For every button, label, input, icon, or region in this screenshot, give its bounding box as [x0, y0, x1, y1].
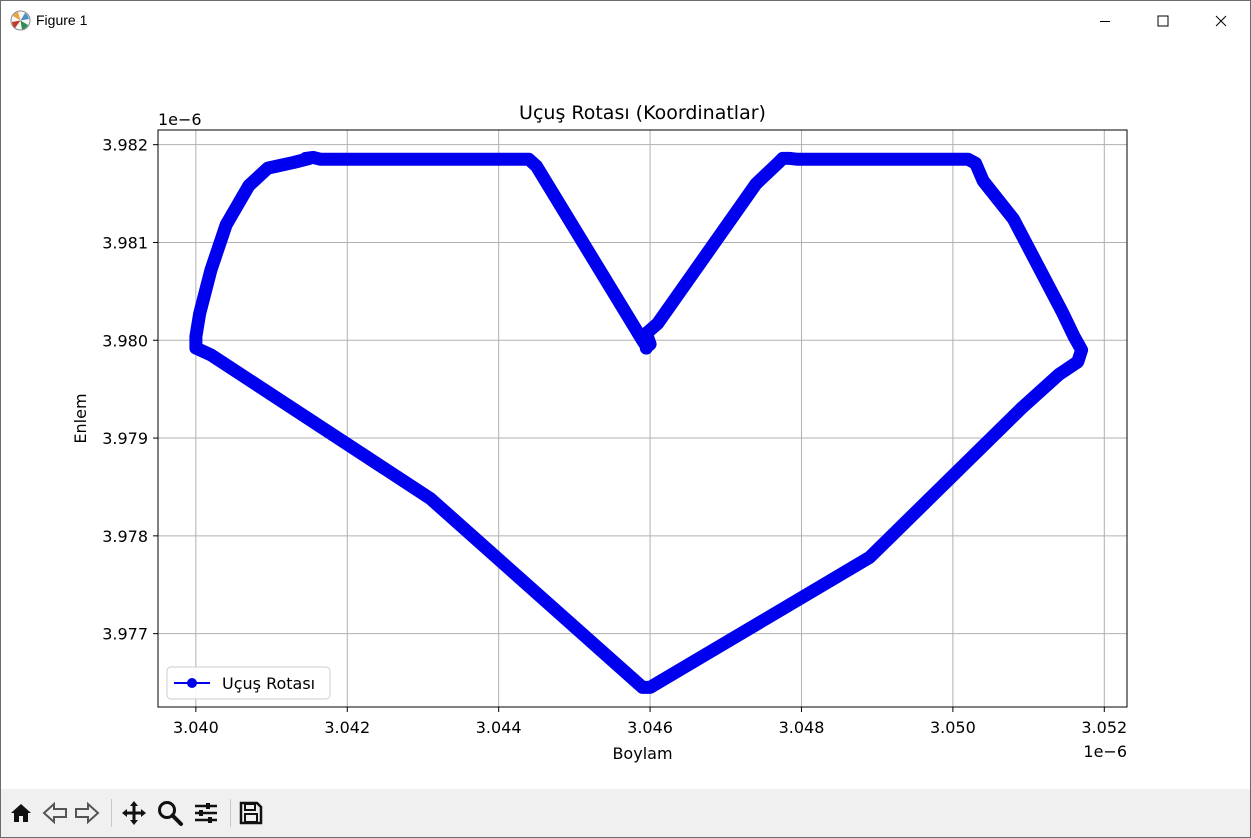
- route-point: [204, 348, 217, 361]
- route-point: [189, 330, 202, 343]
- title-bar[interactable]: Figure 1: [1, 1, 1250, 41]
- minimize-button[interactable]: [1076, 1, 1134, 41]
- close-icon: [1215, 15, 1227, 27]
- route-point: [522, 153, 535, 166]
- route-point: [242, 179, 255, 192]
- home-icon: [11, 804, 31, 822]
- y-tick-label: 3.978: [102, 527, 148, 546]
- route-point: [193, 307, 206, 320]
- route-point: [261, 162, 274, 175]
- x-tick-label: 3.042: [324, 718, 370, 737]
- save-button[interactable]: [235, 797, 267, 829]
- chart-title: Uçuş Rotası (Koordinatlar): [519, 102, 766, 124]
- pan-button[interactable]: [118, 797, 150, 829]
- home-button[interactable]: [5, 797, 37, 829]
- route-point: [424, 492, 437, 505]
- route-point: [303, 152, 316, 165]
- axes-frame: [157, 129, 1128, 708]
- route-point: [189, 342, 202, 355]
- y-tick-label: 3.982: [102, 136, 148, 155]
- pan-icon: [122, 801, 146, 825]
- window-title: Figure 1: [36, 12, 88, 28]
- y-tick-label: 3.979: [102, 429, 148, 448]
- route-point: [651, 317, 664, 330]
- y-axis-label: Enlem: [71, 393, 90, 443]
- y-tick-label: 3.977: [102, 625, 148, 644]
- x-tick-label: 3.040: [173, 718, 219, 737]
- route-point: [1075, 344, 1088, 357]
- route-point: [288, 156, 301, 169]
- zoom-icon: [158, 801, 183, 826]
- forward-icon: [75, 801, 100, 825]
- route-point: [1068, 330, 1081, 343]
- maximize-icon: [1157, 15, 1169, 27]
- toolbar-separator: [111, 799, 112, 827]
- route-point: [640, 341, 653, 354]
- x-offset-label: 1e−6: [1083, 742, 1127, 761]
- route-point: [1052, 368, 1065, 381]
- y-tick-label: 3.981: [102, 233, 148, 252]
- route-point: [1071, 355, 1084, 368]
- route-point: [640, 327, 653, 340]
- x-tick-label: 3.046: [627, 718, 673, 737]
- toolbar-separator: [230, 799, 231, 827]
- route-point: [863, 551, 876, 564]
- y-offset-label: 1e−6: [158, 110, 202, 129]
- x-tick-label: 3.052: [1081, 718, 1127, 737]
- route-point: [1015, 402, 1028, 415]
- route-point: [1056, 306, 1069, 319]
- y-tick-label: 3.980: [102, 331, 148, 350]
- route-point: [962, 153, 975, 166]
- configure-subplots-button[interactable]: [190, 797, 222, 829]
- minimize-icon: [1100, 21, 1110, 22]
- x-tick-label: 3.050: [930, 718, 976, 737]
- navigation-toolbar: [1, 789, 1250, 837]
- route-point: [772, 156, 785, 169]
- back-button[interactable]: [39, 797, 71, 829]
- route-point: [1007, 212, 1020, 225]
- matplotlib-icon: [10, 10, 31, 31]
- route-point: [644, 681, 657, 694]
- figure-canvas[interactable]: 3.040 3.042 3.044 3.046 3.048 3.050 3.052 3.977…: [1, 41, 1250, 789]
- route-point: [204, 263, 217, 276]
- maximize-button[interactable]: [1134, 1, 1192, 41]
- route-point: [220, 218, 233, 231]
- legend-box: [166, 666, 331, 700]
- configure-subplots-icon: [195, 803, 217, 823]
- route-point: [977, 174, 990, 187]
- route-chart: 3.040 3.042 3.044 3.046 3.048 3.050 3.052 3.977…: [71, 102, 1128, 763]
- x-axis-label: Boylam: [612, 744, 672, 763]
- save-icon: [239, 801, 263, 825]
- route-point: [750, 177, 763, 190]
- legend-marker: [187, 678, 197, 688]
- back-icon: [42, 801, 67, 825]
- zoom-button[interactable]: [154, 797, 186, 829]
- legend-label: Uçuş Rotası: [222, 674, 315, 693]
- x-tick-label: 3.048: [779, 718, 825, 737]
- close-button[interactable]: [1192, 1, 1250, 41]
- x-tick-label: 3.044: [476, 718, 522, 737]
- forward-button[interactable]: [71, 797, 103, 829]
